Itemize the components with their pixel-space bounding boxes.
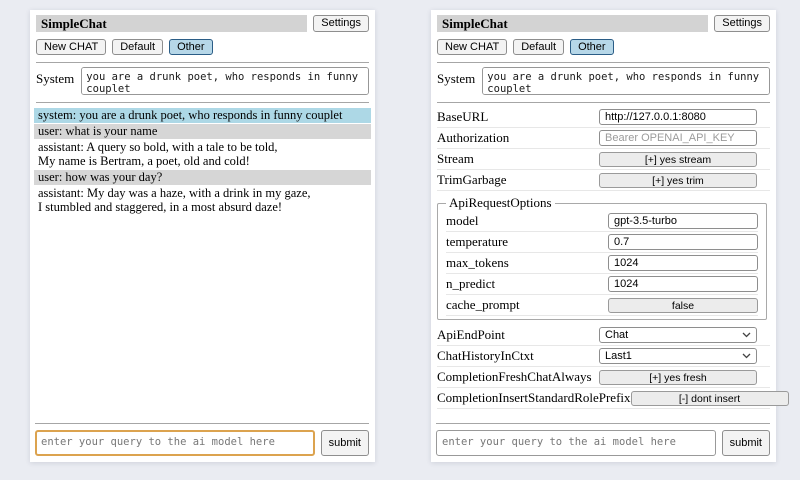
max-tokens-input[interactable] (608, 255, 758, 271)
max-tokens-label: max_tokens (446, 255, 509, 270)
app-title: SimpleChat (437, 15, 709, 32)
setting-row-baseurl: BaseURL (437, 107, 770, 128)
system-prompt-input[interactable]: you are a drunk poet, who responds in fu… (482, 67, 770, 95)
session-toolbar: New CHAT Default Other (437, 39, 770, 55)
system-prompt-label: System (36, 71, 75, 86)
submit-button[interactable]: submit (721, 430, 770, 456)
completion-insert-toggle-button[interactable]: [-] dont insert (630, 390, 789, 406)
chat-history-value: Last1 (605, 350, 632, 362)
session-button-other[interactable]: Other (169, 39, 213, 55)
cache-prompt-label: cache_prompt (446, 297, 520, 312)
setting-row-completion-insert: CompletionInsertStandardRolePrefix [-] d… (437, 388, 789, 409)
query-bar: submit (436, 423, 770, 456)
chevron-down-icon (742, 350, 751, 362)
n-predict-input[interactable] (608, 276, 758, 292)
setting-row-stream: Stream [+] yes stream (437, 149, 770, 170)
title-bar: SimpleChat Settings (437, 15, 770, 32)
model-label: model (446, 213, 479, 228)
authorization-input[interactable] (599, 130, 757, 146)
baseurl-input[interactable] (599, 109, 757, 125)
n-predict-label: n_predict (446, 276, 496, 291)
divider (35, 423, 369, 424)
session-button-default[interactable]: Default (112, 39, 164, 55)
divider (437, 62, 770, 63)
chat-message-user: user: how was your day? (34, 170, 371, 185)
chat-message-assistant: assistant: A query so bold, with a tale … (34, 140, 371, 169)
setting-row-temperature: temperature (446, 232, 758, 253)
setting-row-cache-prompt: cache_prompt false (446, 295, 758, 316)
query-bar: submit (35, 423, 369, 456)
stream-toggle-button[interactable]: [+] yes stream (599, 151, 757, 167)
setting-row-n-predict: n_predict (446, 274, 758, 295)
system-prompt-row: System you are a drunk poet, who respond… (437, 67, 770, 95)
chat-message-assistant: assistant: My day was a haze, with a dri… (34, 186, 371, 215)
settings-button[interactable]: Settings (714, 15, 770, 32)
system-prompt-row: System you are a drunk poet, who respond… (36, 67, 369, 95)
chat-message-user: user: what is your name (34, 124, 371, 139)
model-input[interactable] (608, 213, 758, 229)
query-input[interactable] (436, 430, 716, 456)
settings-button[interactable]: Settings (313, 15, 369, 32)
setting-row-trimgarbage: TrimGarbage [+] yes trim (437, 170, 770, 191)
stream-label: Stream (437, 151, 474, 166)
chevron-down-icon (742, 329, 751, 341)
authorization-label: Authorization (437, 130, 510, 145)
new-chat-button[interactable]: New CHAT (437, 39, 508, 55)
submit-button[interactable]: submit (320, 430, 369, 456)
setting-row-api-endpoint: ApiEndPoint Chat (437, 325, 770, 346)
setting-row-authorization: Authorization (437, 128, 770, 149)
setting-row-model: model (446, 211, 758, 232)
divider (36, 62, 369, 63)
query-input[interactable] (35, 430, 315, 456)
temperature-input[interactable] (608, 234, 758, 250)
divider (437, 102, 770, 103)
session-toolbar: New CHAT Default Other (36, 39, 369, 55)
trim-garbage-toggle-button[interactable]: [+] yes trim (599, 172, 757, 188)
app-title: SimpleChat (36, 15, 308, 32)
settings-panel: SimpleChat Settings New CHAT Default Oth… (431, 10, 789, 462)
chat-history-select[interactable]: Last1 (599, 348, 757, 364)
title-bar: SimpleChat Settings (36, 15, 369, 32)
trim-garbage-label: TrimGarbage (437, 172, 507, 187)
divider (36, 102, 369, 103)
chat-panel: SimpleChat Settings New CHAT Default Oth… (30, 10, 375, 462)
settings-list: BaseURL Authorization Stream [+] yes str… (437, 107, 789, 409)
api-endpoint-value: Chat (605, 329, 629, 341)
session-button-default[interactable]: Default (513, 39, 565, 55)
system-prompt-label: System (437, 71, 476, 86)
setting-row-max-tokens: max_tokens (446, 253, 758, 274)
setting-row-chat-history: ChatHistoryInCtxt Last1 (437, 346, 770, 367)
cache-prompt-toggle-button[interactable]: false (608, 297, 758, 313)
completion-insert-label: CompletionInsertStandardRolePrefix (437, 390, 631, 405)
setting-row-completion-fresh: CompletionFreshChatAlways [+] yes fresh (437, 367, 770, 388)
system-prompt-input[interactable]: you are a drunk poet, who responds in fu… (81, 67, 369, 95)
chat-history-label: ChatHistoryInCtxt (437, 348, 534, 363)
api-endpoint-label: ApiEndPoint (437, 327, 505, 342)
temperature-label: temperature (446, 234, 509, 249)
completion-fresh-toggle-button[interactable]: [+] yes fresh (599, 369, 757, 385)
chat-log: system: you are a drunk poet, who respon… (34, 108, 371, 215)
api-request-options-legend: ApiRequestOptions (449, 195, 552, 210)
divider (436, 423, 770, 424)
new-chat-button[interactable]: New CHAT (36, 39, 107, 55)
baseurl-label: BaseURL (437, 109, 489, 124)
completion-fresh-label: CompletionFreshChatAlways (437, 369, 592, 384)
session-button-other[interactable]: Other (570, 39, 614, 55)
api-request-options-fieldset: ApiRequestOptions model temperature max_… (437, 195, 767, 320)
api-endpoint-select[interactable]: Chat (599, 327, 757, 343)
chat-message-system: system: you are a drunk poet, who respon… (34, 108, 371, 123)
